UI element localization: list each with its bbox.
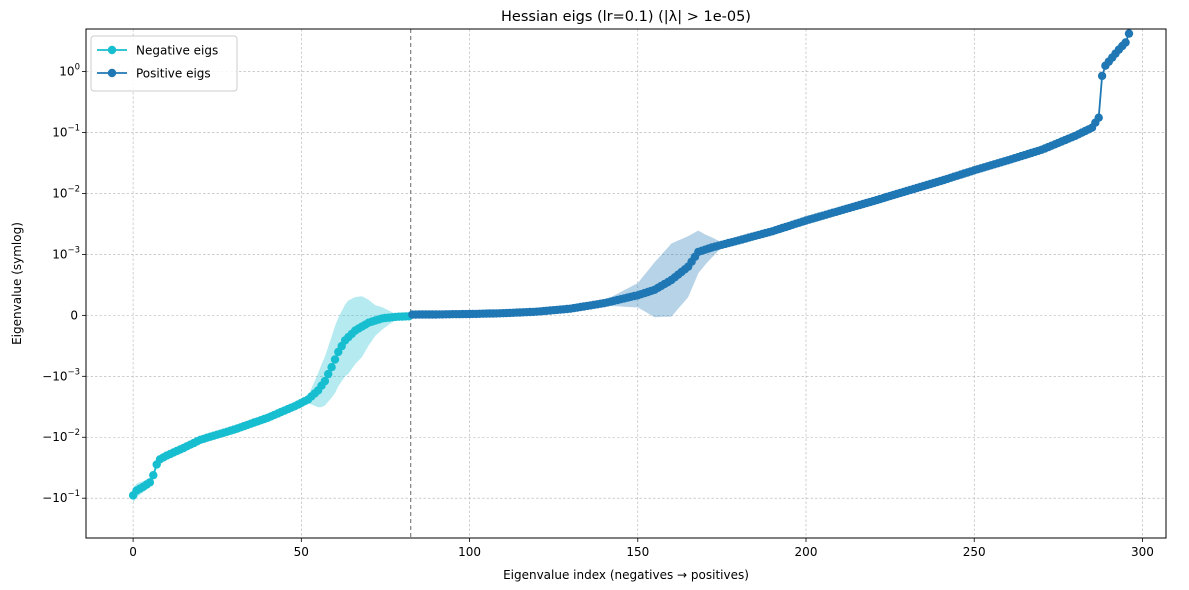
- data-point: [1124, 29, 1134, 38]
- legend-label: Positive eigs: [136, 67, 211, 81]
- x-tick-label: 0: [129, 545, 137, 559]
- x-tick-label: 150: [626, 545, 649, 559]
- legend-marker: [107, 45, 117, 55]
- data-point: [149, 471, 158, 480]
- x-tick-label: 300: [1131, 545, 1154, 559]
- y-tick-label: −10−1: [42, 489, 80, 505]
- x-tick-label: 250: [963, 545, 986, 559]
- x-ticks: 0 50 100 150 200 250 300: [129, 538, 1154, 559]
- y-tick-label: 0: [70, 308, 78, 322]
- x-tick-label: 50: [294, 545, 309, 559]
- data-point: [1097, 71, 1107, 81]
- legend-marker: [107, 68, 117, 78]
- y-ticks: −10−1 −10−2 −10−3 0 10−3 10−2 10−1 100: [42, 63, 86, 505]
- series-markers: [128, 29, 1134, 500]
- legend-label: Negative eigs: [136, 44, 218, 58]
- chart-title: Hessian eigs (lr=0.1) (|λ| > 1e-05): [501, 9, 751, 25]
- y-tick-label: 10−1: [52, 124, 80, 140]
- data-point: [1121, 38, 1130, 47]
- x-axis-label: Eigenvalue index (negatives → positives): [503, 568, 749, 582]
- y-tick-label: 10−3: [52, 245, 80, 261]
- data-point: [324, 369, 333, 379]
- y-tick-label: −10−2: [42, 428, 80, 444]
- legend-box: [90, 35, 238, 92]
- x-tick-label: 200: [795, 545, 818, 559]
- data-point: [1094, 113, 1103, 122]
- plot-frame: [85, 28, 1167, 539]
- legend: Negative eigs Positive eigs: [90, 35, 238, 92]
- y-tick-label: 100: [59, 63, 80, 79]
- data-point: [330, 355, 340, 364]
- y-tick-label: 10−2: [52, 184, 80, 200]
- x-tick-label: 100: [458, 545, 481, 559]
- grid: [86, 29, 1166, 538]
- y-axis-label: Eigenvalue (symlog): [10, 222, 24, 345]
- data-point: [320, 376, 330, 386]
- data-point: [327, 363, 336, 372]
- y-tick-label: −10−3: [42, 367, 80, 383]
- data-point: [145, 478, 155, 487]
